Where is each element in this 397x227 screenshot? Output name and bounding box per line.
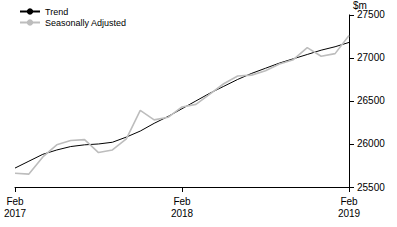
svg-text:Feb: Feb — [173, 196, 191, 207]
svg-text:25500: 25500 — [357, 182, 385, 193]
svg-text:2017: 2017 — [4, 208, 27, 219]
svg-text:Trend: Trend — [45, 7, 68, 17]
svg-text:2018: 2018 — [171, 208, 194, 219]
svg-text:2019: 2019 — [338, 208, 361, 219]
svg-text:Seasonally Adjusted: Seasonally Adjusted — [45, 18, 126, 28]
svg-text:26500: 26500 — [357, 95, 385, 106]
svg-text:26000: 26000 — [357, 138, 385, 149]
svg-text:27500: 27500 — [357, 9, 385, 20]
svg-text:Feb: Feb — [340, 196, 358, 207]
svg-text:27000: 27000 — [357, 52, 385, 63]
svg-text:Feb: Feb — [6, 196, 24, 207]
